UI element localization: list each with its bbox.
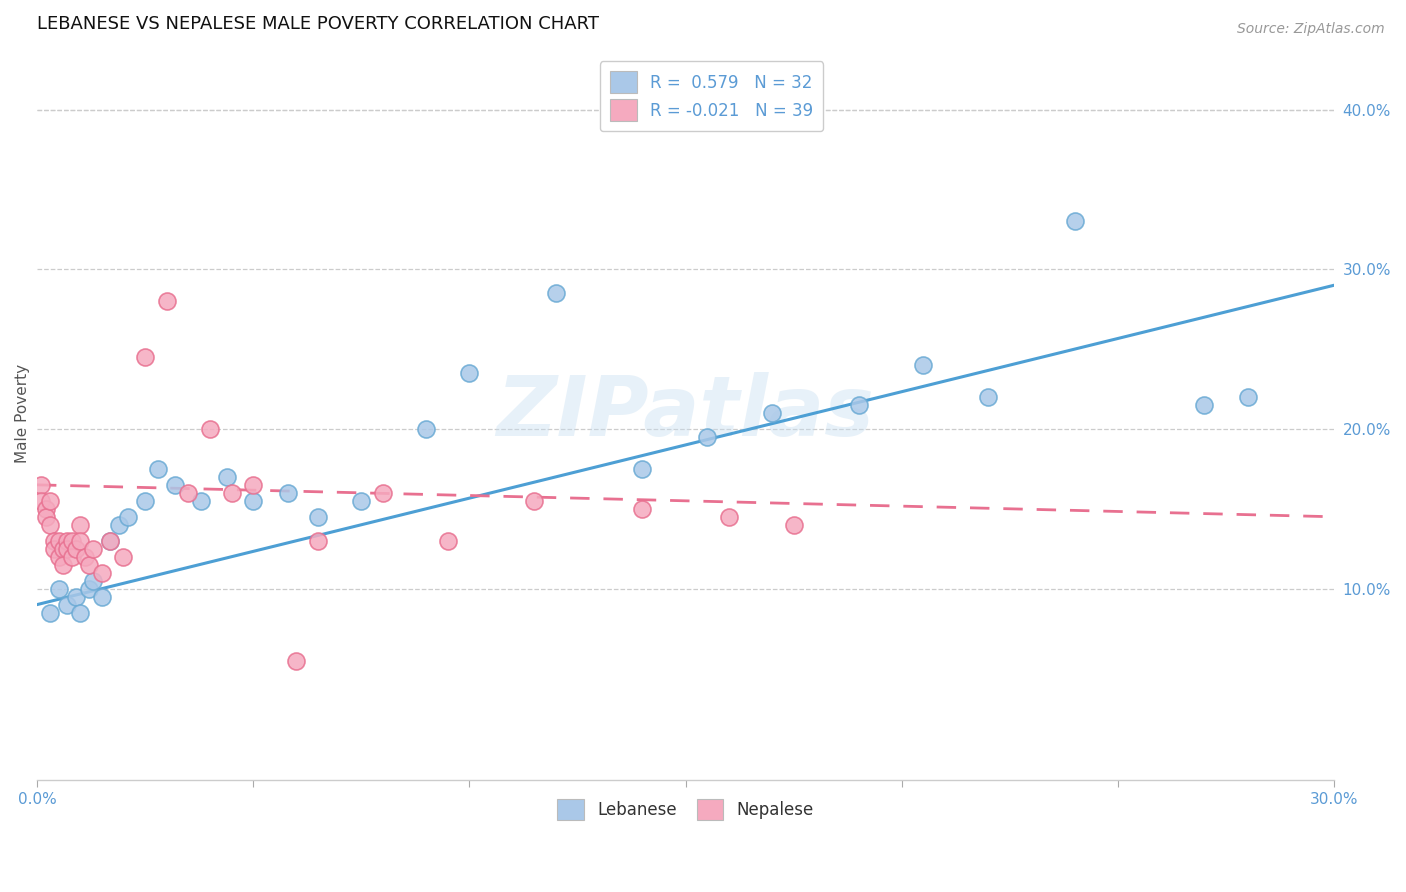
Point bbox=[221, 486, 243, 500]
Point bbox=[77, 582, 100, 596]
Point bbox=[350, 493, 373, 508]
Point bbox=[69, 533, 91, 548]
Point bbox=[34, 501, 56, 516]
Point bbox=[977, 390, 1000, 404]
Point bbox=[90, 566, 112, 580]
Point bbox=[69, 606, 91, 620]
Point bbox=[52, 541, 75, 556]
Point bbox=[1236, 390, 1258, 404]
Y-axis label: Male Poverty: Male Poverty bbox=[15, 363, 30, 463]
Point bbox=[1063, 214, 1085, 228]
Point bbox=[65, 541, 87, 556]
Point bbox=[73, 549, 96, 564]
Point bbox=[44, 541, 66, 556]
Point bbox=[82, 541, 104, 556]
Text: LEBANESE VS NEPALESE MALE POVERTY CORRELATION CHART: LEBANESE VS NEPALESE MALE POVERTY CORREL… bbox=[37, 15, 599, 33]
Point bbox=[48, 549, 70, 564]
Point bbox=[1194, 398, 1216, 412]
Point bbox=[217, 470, 239, 484]
Point bbox=[112, 549, 135, 564]
Point bbox=[117, 509, 139, 524]
Point bbox=[190, 493, 212, 508]
Point bbox=[371, 486, 394, 500]
Point bbox=[165, 478, 187, 492]
Point bbox=[134, 493, 156, 508]
Point bbox=[108, 517, 131, 532]
Point bbox=[56, 541, 79, 556]
Point bbox=[544, 286, 567, 301]
Point bbox=[848, 398, 870, 412]
Point bbox=[48, 582, 70, 596]
Point bbox=[134, 350, 156, 364]
Point bbox=[30, 478, 52, 492]
Legend: Lebanese, Nepalese: Lebanese, Nepalese bbox=[551, 792, 821, 827]
Text: Source: ZipAtlas.com: Source: ZipAtlas.com bbox=[1237, 22, 1385, 37]
Point bbox=[39, 493, 62, 508]
Point bbox=[60, 533, 83, 548]
Point bbox=[242, 493, 264, 508]
Point bbox=[52, 558, 75, 572]
Point bbox=[307, 509, 329, 524]
Point bbox=[34, 509, 56, 524]
Point bbox=[436, 533, 458, 548]
Point bbox=[77, 558, 100, 572]
Point bbox=[458, 366, 481, 380]
Point bbox=[285, 653, 308, 667]
Point bbox=[156, 294, 179, 309]
Point bbox=[782, 517, 804, 532]
Point bbox=[307, 533, 329, 548]
Point bbox=[912, 358, 935, 372]
Point bbox=[69, 517, 91, 532]
Point bbox=[631, 501, 654, 516]
Point bbox=[717, 509, 740, 524]
Point bbox=[631, 462, 654, 476]
Point bbox=[415, 422, 437, 436]
Point bbox=[44, 533, 66, 548]
Point bbox=[56, 598, 79, 612]
Point bbox=[523, 493, 546, 508]
Point bbox=[277, 486, 299, 500]
Point bbox=[90, 590, 112, 604]
Point bbox=[65, 590, 87, 604]
Point bbox=[39, 606, 62, 620]
Point bbox=[198, 422, 221, 436]
Point bbox=[30, 493, 52, 508]
Point bbox=[60, 549, 83, 564]
Point bbox=[242, 478, 264, 492]
Point bbox=[696, 430, 718, 444]
Point bbox=[177, 486, 200, 500]
Point bbox=[39, 517, 62, 532]
Point bbox=[48, 533, 70, 548]
Point bbox=[100, 533, 122, 548]
Text: ZIPatlas: ZIPatlas bbox=[496, 373, 875, 453]
Point bbox=[56, 533, 79, 548]
Point bbox=[100, 533, 122, 548]
Point bbox=[146, 462, 169, 476]
Point bbox=[82, 574, 104, 588]
Point bbox=[761, 406, 783, 420]
